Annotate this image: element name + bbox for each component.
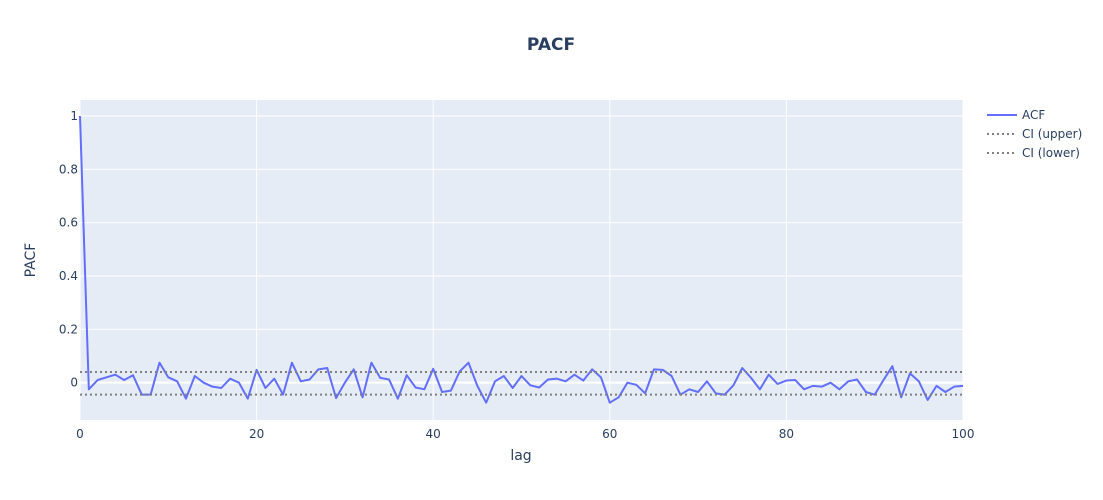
legend: ACF CI (upper) CI (lower) <box>987 108 1082 160</box>
legend-label-ci-lower: CI (lower) <box>1022 146 1080 160</box>
y-axis-title: PACF <box>23 243 39 278</box>
y-tick-label: 0 <box>70 376 78 390</box>
grid-lines <box>79 100 964 420</box>
series-layer <box>79 115 964 404</box>
x-axis-title: lag <box>510 448 531 464</box>
chart-title: PACF <box>527 35 575 55</box>
y-tick-label: 0.4 <box>59 269 78 283</box>
x-tick-label: 60 <box>602 427 617 441</box>
legend-label-ci-upper: CI (upper) <box>1022 127 1082 141</box>
y-tick-label: 0.6 <box>59 216 78 230</box>
x-tick-label: 100 <box>952 427 975 441</box>
x-tick-label: 0 <box>76 427 84 441</box>
plot-area <box>80 100 963 420</box>
x-axis-ticks: 0 20 40 60 80 100 <box>76 427 974 441</box>
x-tick-label: 20 <box>249 427 264 441</box>
legend-item-ci-upper[interactable]: CI (upper) <box>987 127 1082 141</box>
y-axis-ticks: 0 0.2 0.4 0.6 0.8 1 <box>59 109 78 390</box>
y-tick-label: 1 <box>70 109 78 123</box>
x-tick-label: 40 <box>426 427 441 441</box>
acf-series-line <box>79 115 964 404</box>
legend-item-ci-lower[interactable]: CI (lower) <box>987 146 1080 160</box>
x-tick-label: 80 <box>779 427 794 441</box>
legend-item-acf[interactable]: ACF <box>987 108 1045 122</box>
y-tick-label: 0.8 <box>59 162 78 176</box>
y-tick-label: 0.2 <box>59 322 78 336</box>
legend-label-acf: ACF <box>1022 108 1045 122</box>
